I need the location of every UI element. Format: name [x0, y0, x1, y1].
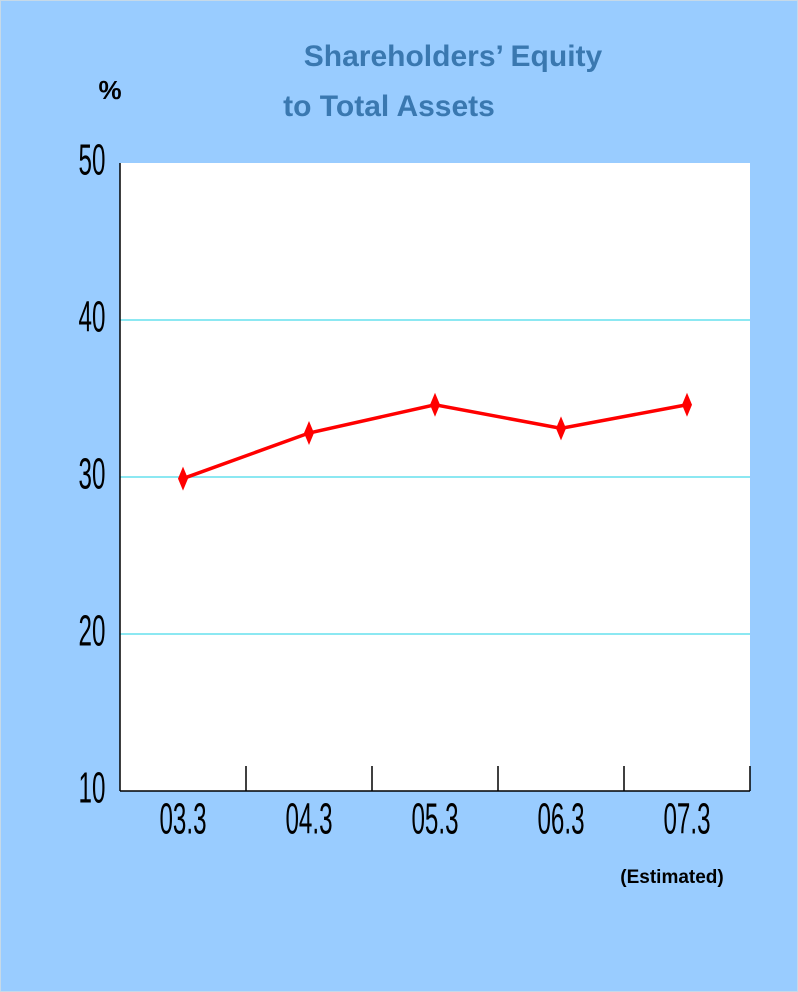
- y-tick-label-group: 20: [79, 606, 106, 656]
- y-axis-label: %: [98, 75, 121, 105]
- x-tick-label-group: 04.3: [285, 794, 332, 844]
- x-tick-label: 07.3: [663, 794, 710, 844]
- y-tick-label: 40: [79, 292, 106, 342]
- x-tick-label: 06.3: [537, 794, 584, 844]
- y-tick-label: 20: [79, 606, 106, 656]
- y-tick-label-group: 40: [79, 292, 106, 342]
- y-tick-label-group: 50: [79, 135, 106, 185]
- y-tick-label: 50: [79, 135, 106, 185]
- data-marker: [304, 421, 314, 446]
- annotation: (Estimated): [620, 867, 723, 888]
- y-tick-label: 30: [79, 449, 106, 499]
- x-tick-label: 04.3: [285, 794, 332, 844]
- x-tick-label-group: 06.3: [537, 794, 584, 844]
- y-tick-label-group: 30: [79, 449, 106, 499]
- data-marker: [682, 392, 692, 417]
- y-tick-label: 10: [79, 763, 106, 813]
- data-marker: [178, 466, 188, 491]
- x-tick-label-group: 07.3: [663, 794, 710, 844]
- x-tick-label-group: 03.3: [159, 794, 206, 844]
- x-tick-label-group: 05.3: [411, 794, 458, 844]
- data-marker: [430, 392, 440, 417]
- data-marker: [556, 416, 566, 441]
- x-tick-label: 03.3: [159, 794, 206, 844]
- chart-title: to Total Assets: [283, 90, 495, 123]
- chart-title: Shareholders’ Equity: [304, 40, 603, 73]
- y-tick-label-group: 10: [79, 763, 106, 813]
- x-tick-label: 05.3: [411, 794, 458, 844]
